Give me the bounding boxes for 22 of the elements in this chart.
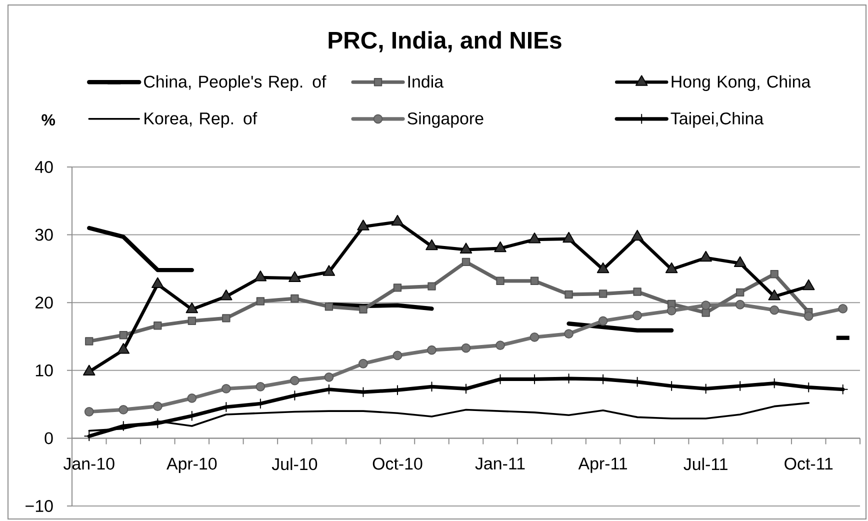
legend-label: Taipei,China xyxy=(670,112,764,128)
chart-title: PRC, India, and NIEs xyxy=(328,31,562,52)
y-tick-label: 10 xyxy=(36,364,53,376)
y-tick-label: 0 xyxy=(44,432,53,444)
y-tick-label: −10 xyxy=(26,500,53,512)
y-tick-label: 30 xyxy=(35,228,53,241)
y-axis-title: % xyxy=(42,114,56,126)
legend-label: Hong Kong, China xyxy=(672,75,811,92)
legend-label: India xyxy=(408,75,444,88)
x-tick-label: Oct-10 xyxy=(372,458,422,470)
legend-label: Korea, Rep. of xyxy=(144,112,258,128)
x-tick-label: Apr-11 xyxy=(578,458,628,473)
legend-label: China, People's Rep. of xyxy=(144,75,326,92)
x-tick-label: Jul-11 xyxy=(684,458,728,470)
x-tick-label: Jan-11 xyxy=(475,458,525,470)
legend-label: Singapore xyxy=(408,112,484,128)
x-tick-label: Jan-10 xyxy=(64,458,114,470)
x-tick-label: Jul-10 xyxy=(272,458,318,470)
y-tick-label: 20 xyxy=(36,296,53,309)
x-tick-label: Oct-11 xyxy=(784,458,833,470)
x-tick-label: Apr-10 xyxy=(166,458,217,474)
y-tick-label: 40 xyxy=(35,161,53,173)
